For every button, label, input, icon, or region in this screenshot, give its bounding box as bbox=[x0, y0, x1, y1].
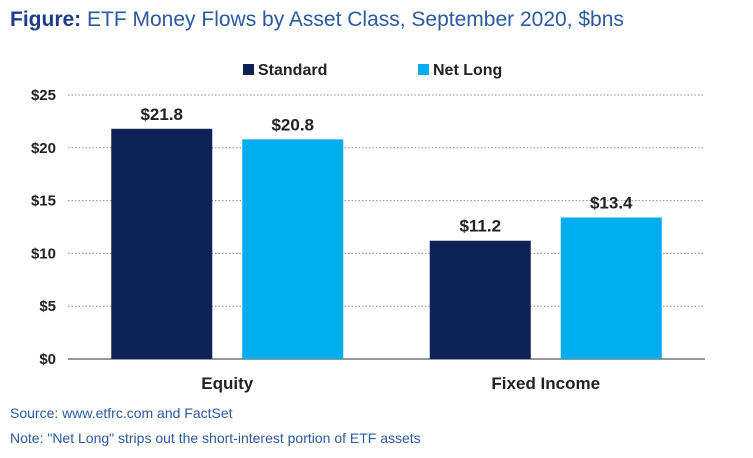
y-tick-label: $15 bbox=[31, 193, 56, 210]
y-tick-label: $10 bbox=[31, 245, 56, 262]
bar bbox=[560, 217, 662, 359]
bar bbox=[242, 139, 344, 359]
y-tick-label: $20 bbox=[31, 140, 56, 157]
data-label: $13.4 bbox=[590, 193, 633, 212]
y-tick-label: $0 bbox=[39, 351, 56, 368]
legend-swatch bbox=[243, 64, 254, 75]
chart-area: $0 $5 $10 $15 $20 $25 $21.8 $20.8 Equity $11.2 $13… bbox=[0, 52, 753, 402]
legend-label: Net Long bbox=[433, 62, 502, 79]
title-prefix: Figure: bbox=[10, 8, 82, 31]
bar bbox=[429, 240, 531, 359]
source-text: Source: www.etfrc.com and FactSet bbox=[10, 405, 233, 421]
legend-label: Standard bbox=[258, 62, 327, 79]
bar bbox=[111, 128, 213, 359]
data-label: $20.8 bbox=[271, 115, 314, 134]
legend-swatch bbox=[418, 64, 429, 75]
x-tick-label: Fixed Income bbox=[491, 374, 600, 393]
bar-chart: $0 $5 $10 $15 $20 $25 $21.8 $20.8 Equity $11.2 $13… bbox=[31, 62, 705, 393]
data-label: $21.8 bbox=[140, 105, 183, 124]
x-tick-label: Equity bbox=[201, 374, 253, 393]
data-label: $11.2 bbox=[459, 217, 501, 236]
figure-title: Figure: ETF Money Flows by Asset Class, … bbox=[10, 8, 624, 32]
note-text: Note: "Net Long" strips out the short-in… bbox=[10, 430, 421, 446]
y-tick-label: $25 bbox=[31, 87, 56, 104]
title-text: ETF Money Flows by Asset Class, Septembe… bbox=[81, 8, 624, 31]
y-tick-label: $5 bbox=[39, 298, 56, 315]
